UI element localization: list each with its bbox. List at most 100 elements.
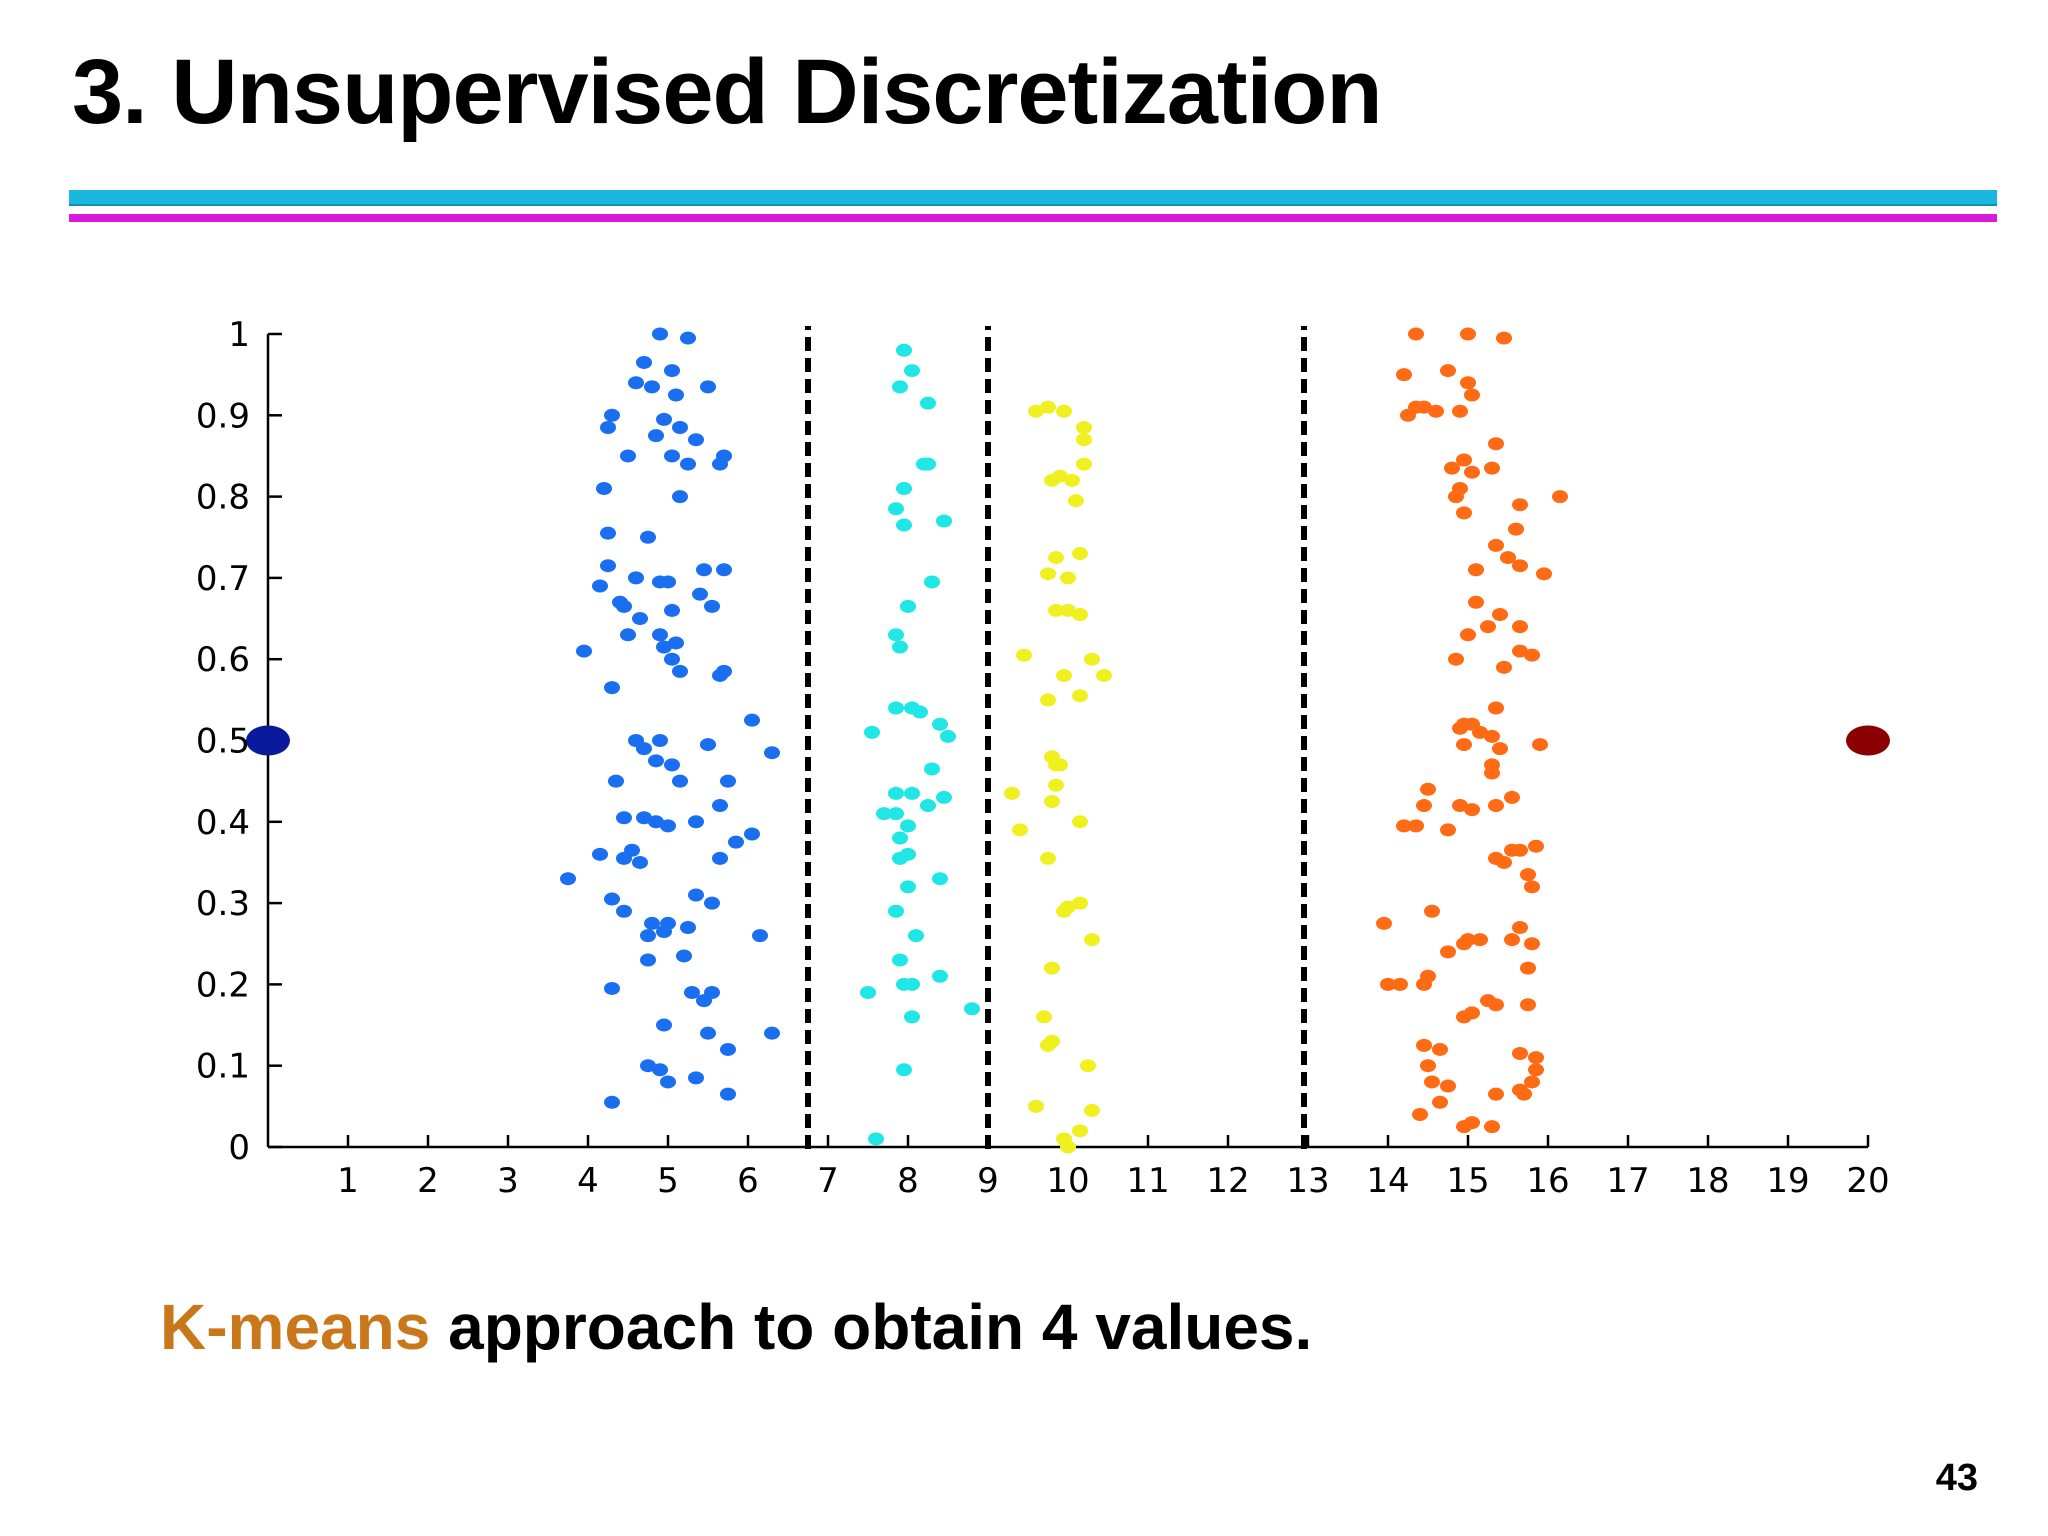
data-point (1488, 799, 1504, 813)
data-point (672, 664, 688, 678)
data-point (1464, 1006, 1480, 1020)
x-tick-label: 15 (1446, 1161, 1489, 1201)
chart-axes (266, 332, 1870, 1149)
data-point (1076, 457, 1092, 471)
data-point (912, 705, 928, 719)
data-point (932, 872, 948, 886)
data-point (672, 490, 688, 504)
slide-caption: K-means approach to obtain 4 values. (160, 1290, 1312, 1364)
data-point (728, 835, 744, 849)
data-point (616, 851, 632, 865)
data-point (648, 815, 664, 829)
data-point (696, 563, 712, 577)
data-point (936, 790, 952, 804)
data-point (932, 969, 948, 983)
data-point (1428, 404, 1444, 418)
data-point (672, 420, 688, 434)
data-point (920, 396, 936, 410)
data-point (688, 888, 704, 902)
data-point (604, 892, 620, 906)
data-point (1524, 937, 1540, 951)
data-point (1496, 855, 1512, 869)
data-point (1004, 786, 1020, 800)
y-tick-label: 0.5 (196, 722, 250, 762)
data-point (1452, 721, 1468, 735)
data-point (1052, 758, 1068, 772)
data-point (1512, 620, 1528, 634)
data-point (596, 481, 612, 495)
data-point (576, 644, 592, 658)
data-point (640, 1059, 656, 1073)
data-point (676, 949, 692, 963)
data-point (1496, 331, 1512, 345)
data-point (720, 1087, 736, 1101)
data-point (616, 811, 632, 825)
data-point (1504, 790, 1520, 804)
data-point (1440, 364, 1456, 378)
data-point (684, 986, 700, 1000)
data-point (628, 376, 644, 390)
data-point (1056, 404, 1072, 418)
data-point (680, 457, 696, 471)
data-point (1488, 701, 1504, 715)
data-point (892, 640, 908, 654)
data-point (1420, 1059, 1436, 1073)
data-point (628, 571, 644, 585)
y-tick-label: 0.7 (196, 559, 250, 599)
title-rule-magenta (69, 214, 1997, 222)
data-point (700, 738, 716, 752)
data-point (592, 847, 608, 861)
data-point (632, 612, 648, 626)
data-point (1524, 880, 1540, 894)
data-point (636, 355, 652, 369)
data-point (1072, 607, 1088, 621)
data-point (1472, 933, 1488, 947)
data-point (1424, 904, 1440, 918)
data-point (892, 380, 908, 394)
data-point (904, 1010, 920, 1024)
data-point (664, 449, 680, 463)
data-point (688, 433, 704, 447)
data-point (1460, 327, 1476, 341)
data-point (660, 1075, 676, 1089)
x-tick-label: 8 (897, 1161, 919, 1201)
data-point (1484, 729, 1500, 743)
data-point (688, 815, 704, 829)
data-point (1044, 961, 1060, 975)
data-point (1492, 607, 1508, 621)
data-point (664, 758, 680, 772)
x-tick-label: 18 (1686, 1161, 1729, 1201)
data-point (680, 920, 696, 934)
slide-title: 3. Unsupervised Discretization (72, 41, 1383, 143)
data-point (604, 681, 620, 695)
data-point (1084, 933, 1100, 947)
x-tick-label: 19 (1766, 1161, 1809, 1201)
y-tick-label: 1 (228, 315, 250, 355)
x-tick-label: 13 (1286, 1161, 1329, 1201)
data-point (1072, 547, 1088, 561)
data-point (712, 851, 728, 865)
data-point (1012, 823, 1028, 837)
data-point (680, 331, 696, 345)
y-tick-label: 0.8 (196, 478, 250, 518)
data-point (1512, 1047, 1528, 1061)
data-point (1060, 571, 1076, 585)
y-tick-label: 0.2 (196, 965, 250, 1005)
data-point (1528, 1063, 1544, 1077)
data-point (1504, 933, 1520, 947)
x-tick-label: 10 (1046, 1161, 1089, 1201)
data-point (1396, 368, 1412, 382)
data-point (632, 855, 648, 869)
x-tick-label: 11 (1126, 1161, 1169, 1201)
data-point (744, 827, 760, 841)
data-point (1440, 823, 1456, 837)
data-point (1552, 490, 1568, 504)
data-point (1508, 522, 1524, 536)
data-point (604, 408, 620, 422)
data-point (1464, 388, 1480, 402)
data-point (1412, 1107, 1428, 1121)
data-point (932, 717, 948, 731)
data-point (868, 1132, 884, 1146)
data-point (604, 1095, 620, 1109)
data-point (1512, 920, 1528, 934)
